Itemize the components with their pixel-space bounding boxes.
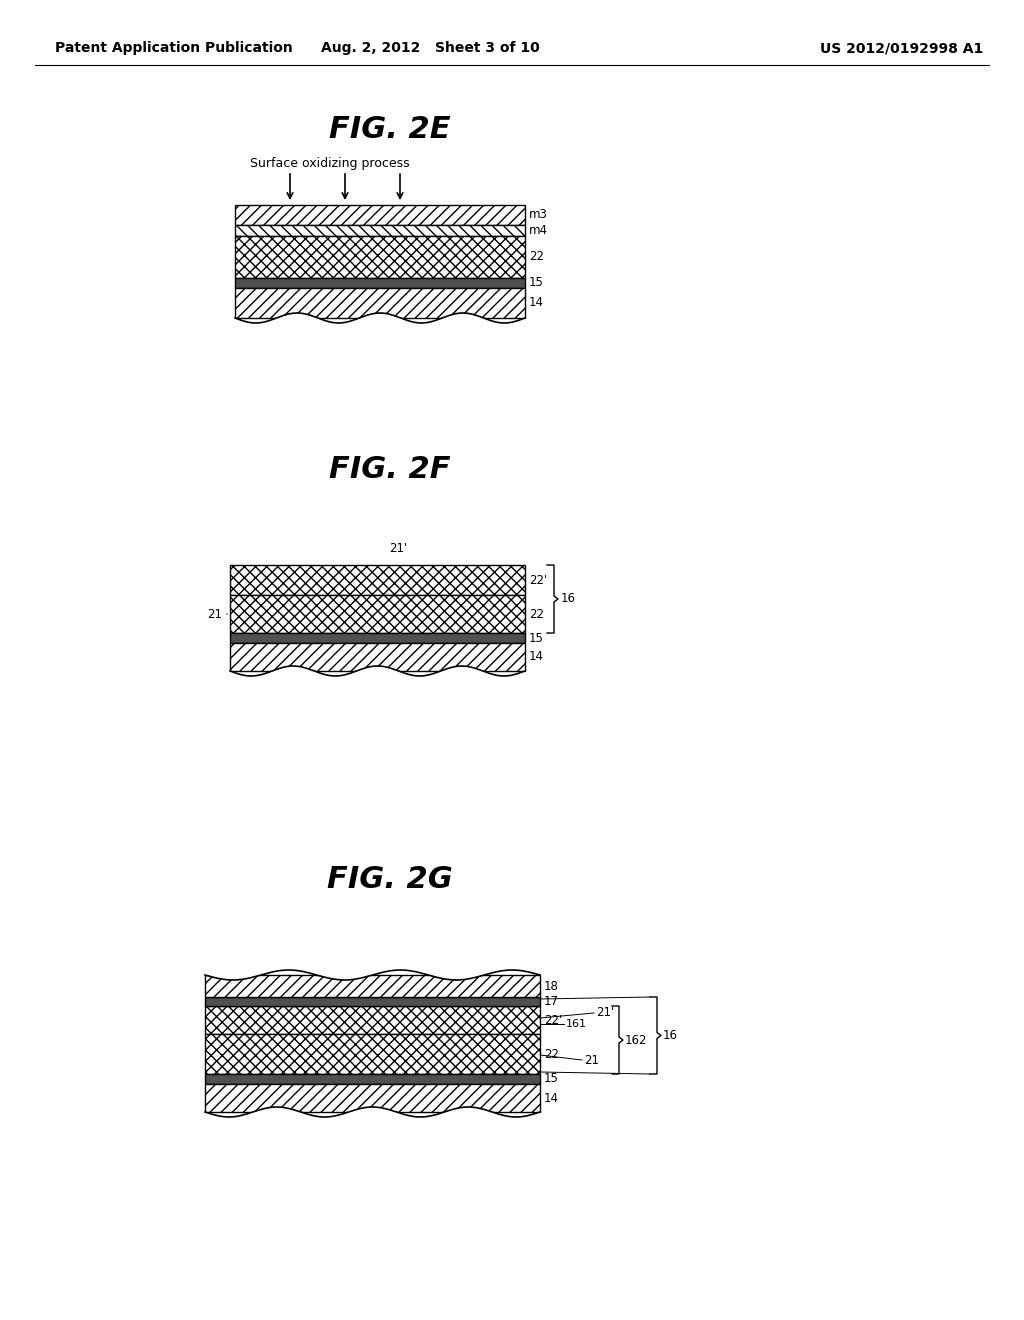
Text: 22: 22 <box>529 251 544 264</box>
Text: 15: 15 <box>529 276 544 289</box>
Polygon shape <box>205 1107 540 1133</box>
Bar <box>234 279 525 288</box>
Text: Aug. 2, 2012   Sheet 3 of 10: Aug. 2, 2012 Sheet 3 of 10 <box>321 41 540 55</box>
Text: m4: m4 <box>529 224 548 238</box>
Bar <box>205 1006 540 1034</box>
Text: 15: 15 <box>544 1072 559 1085</box>
Bar <box>230 634 525 643</box>
Text: 162: 162 <box>625 1034 647 1047</box>
Bar <box>230 565 525 595</box>
Text: 16: 16 <box>561 593 575 606</box>
Bar <box>205 1074 540 1084</box>
Text: 14: 14 <box>544 1092 559 1105</box>
Text: 17: 17 <box>544 995 559 1008</box>
Text: 14: 14 <box>529 651 544 664</box>
Bar <box>234 224 525 236</box>
Polygon shape <box>230 667 525 690</box>
Text: 161: 161 <box>566 1019 587 1030</box>
Text: 21: 21 <box>207 607 222 620</box>
Bar <box>205 975 540 997</box>
Bar <box>234 236 525 279</box>
Text: 15: 15 <box>529 631 544 644</box>
Text: 16: 16 <box>663 1030 678 1041</box>
Text: 22: 22 <box>544 1048 559 1060</box>
Bar <box>205 997 540 1006</box>
Text: 22': 22' <box>544 1014 562 1027</box>
Text: 22: 22 <box>529 607 544 620</box>
Bar <box>205 1034 540 1074</box>
Bar <box>230 643 525 671</box>
Text: FIG. 2F: FIG. 2F <box>329 455 451 484</box>
Bar <box>234 288 525 318</box>
Text: 21: 21 <box>584 1053 599 1067</box>
Text: Patent Application Publication: Patent Application Publication <box>55 41 293 55</box>
Text: Surface oxidizing process: Surface oxidizing process <box>250 157 410 169</box>
Bar <box>234 205 525 224</box>
Polygon shape <box>205 957 540 979</box>
Bar <box>205 1084 540 1111</box>
Text: 22': 22' <box>529 573 547 586</box>
Text: 21': 21' <box>596 1006 614 1019</box>
Text: FIG. 2G: FIG. 2G <box>327 865 453 894</box>
Text: 18: 18 <box>544 979 559 993</box>
Text: m3: m3 <box>529 209 548 222</box>
Text: 21': 21' <box>389 543 408 556</box>
Bar <box>230 595 525 634</box>
Text: 14: 14 <box>529 297 544 309</box>
Text: FIG. 2E: FIG. 2E <box>329 115 451 144</box>
Polygon shape <box>234 313 525 338</box>
Text: US 2012/0192998 A1: US 2012/0192998 A1 <box>820 41 983 55</box>
